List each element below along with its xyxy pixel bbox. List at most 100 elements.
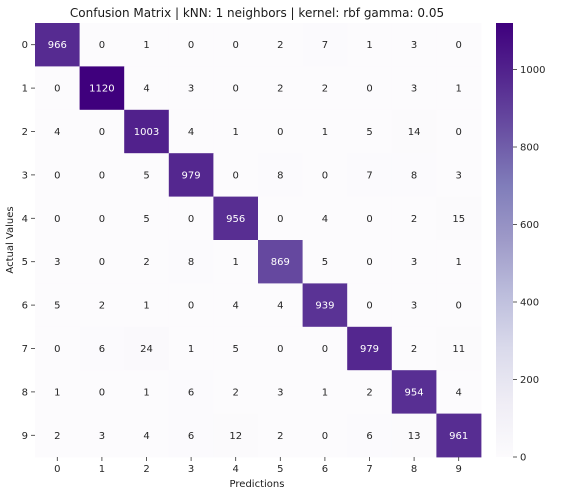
- cell-value-label: 1: [366, 40, 372, 51]
- cell-value-label: 15: [452, 214, 465, 225]
- cell-value-label: 5: [143, 214, 149, 225]
- cell-value-label: 5: [143, 170, 149, 181]
- heatmap-cell: [213, 370, 259, 414]
- cell-value-label: 4: [233, 301, 239, 312]
- colorbar-tick-label: 800: [520, 143, 539, 154]
- heatmap-cell: [258, 240, 303, 284]
- heatmap-cell: [213, 326, 259, 371]
- heatmap-cell: [302, 370, 348, 414]
- heatmap-cell: [436, 326, 482, 371]
- heatmap-cell: [168, 413, 214, 458]
- heatmap-cell: [168, 153, 214, 197]
- heatmap-cell: [258, 196, 303, 241]
- heatmap-cell: [79, 240, 125, 284]
- heatmap-cell: [213, 413, 259, 458]
- cell-value-label: 2: [322, 84, 328, 95]
- cell-value-label: 3: [277, 387, 283, 398]
- colorbar-tick-label: 0: [520, 453, 526, 464]
- cell-value-label: 0: [99, 127, 105, 138]
- cell-value-label: 3: [456, 170, 462, 181]
- heatmap-cell: [436, 23, 482, 67]
- heatmap-cell: [213, 283, 259, 328]
- x-tick-label: 2: [143, 464, 149, 475]
- y-tick-label: 6: [22, 301, 28, 312]
- heatmap-cell: [347, 240, 393, 284]
- heatmap-cell: [35, 109, 80, 154]
- heatmap-cell: [391, 196, 437, 241]
- cell-value-label: 0: [366, 214, 372, 225]
- cell-value-label: 1: [143, 387, 149, 398]
- cell-value-label: 0: [277, 127, 283, 138]
- heatmap-cell: [79, 153, 125, 197]
- cell-value-label: 2: [54, 431, 60, 442]
- cell-value-label: 0: [456, 301, 462, 312]
- cell-value-label: 1: [456, 84, 462, 95]
- cell-value-label: 6: [188, 431, 194, 442]
- heatmap-cell: [124, 283, 170, 328]
- heatmap-cell: [258, 153, 303, 197]
- heatmap-cell: [124, 196, 170, 241]
- heatmap-cell: [213, 240, 259, 284]
- cell-value-label: 6: [366, 431, 372, 442]
- cell-value-label: 2: [143, 257, 149, 268]
- cell-value-label: 5: [366, 127, 372, 138]
- cell-value-label: 939: [315, 301, 334, 312]
- heatmap-cell: [258, 413, 303, 458]
- heatmap-cell: [302, 413, 348, 458]
- heatmap-cell: [436, 153, 482, 197]
- heatmap-cell: [258, 370, 303, 414]
- cell-value-label: 6: [188, 387, 194, 398]
- cell-value-label: 4: [456, 387, 462, 398]
- cell-value-label: 8: [188, 257, 194, 268]
- cell-value-label: 3: [411, 84, 417, 95]
- y-tick-label: 2: [22, 127, 28, 138]
- cell-value-label: 0: [54, 84, 60, 95]
- cell-value-label: 3: [54, 257, 60, 268]
- cell-value-label: 0: [54, 344, 60, 355]
- heatmap-cell: [168, 240, 214, 284]
- cell-value-label: 2: [366, 387, 372, 398]
- heatmap-cell: [302, 326, 348, 371]
- cell-value-label: 979: [182, 170, 201, 181]
- cell-value-label: 0: [99, 257, 105, 268]
- heatmap-cell: [302, 23, 348, 67]
- cell-value-label: 0: [233, 170, 239, 181]
- cell-value-label: 0: [99, 387, 105, 398]
- cell-value-label: 24: [140, 344, 153, 355]
- heatmap-cell: [347, 196, 393, 241]
- cell-value-label: 2: [99, 301, 105, 312]
- heatmap-cell: [124, 23, 170, 67]
- heatmap-cell: [302, 153, 348, 197]
- heatmap-cell: [302, 283, 348, 328]
- y-tick-label: 0: [22, 40, 28, 51]
- heatmap-cell: [79, 109, 125, 154]
- heatmap-cell: [391, 109, 437, 154]
- cell-value-label: 0: [366, 301, 372, 312]
- cell-value-label: 4: [143, 431, 149, 442]
- cell-value-label: 0: [233, 84, 239, 95]
- cell-value-label: 2: [277, 84, 283, 95]
- heatmap-cell: [347, 370, 393, 414]
- heatmap-cells: 966 0 1 0 0 2 7 1 3 00 1120 4 3 0 2 2 0 3 14 0 1003 4 1 0 1 5 14 00…: [35, 23, 482, 458]
- cell-value-label: 0: [456, 40, 462, 51]
- heatmap-cell: [79, 283, 125, 328]
- cell-value-label: 1: [188, 344, 194, 355]
- cell-value-label: 8: [277, 170, 283, 181]
- cell-value-label: 2: [277, 431, 283, 442]
- heatmap-cell: [213, 153, 259, 197]
- cell-value-label: 0: [277, 214, 283, 225]
- heatmap-cell: [391, 240, 437, 284]
- cell-value-label: 4: [277, 301, 283, 312]
- heatmap-cell: [79, 370, 125, 414]
- y-tick-label: 3: [22, 170, 28, 181]
- y-axis-label: Actual Values: [5, 206, 16, 273]
- heatmap-cell: [347, 326, 393, 371]
- heatmap-cell: [347, 109, 393, 154]
- cell-value-label: 0: [233, 40, 239, 51]
- heatmap-cell: [79, 326, 125, 371]
- heatmap-cell: [436, 240, 482, 284]
- heatmap-cell: [347, 153, 393, 197]
- heatmap-cell: [391, 413, 437, 458]
- heatmap-cell: [436, 66, 482, 111]
- heatmap-cell: [124, 413, 170, 458]
